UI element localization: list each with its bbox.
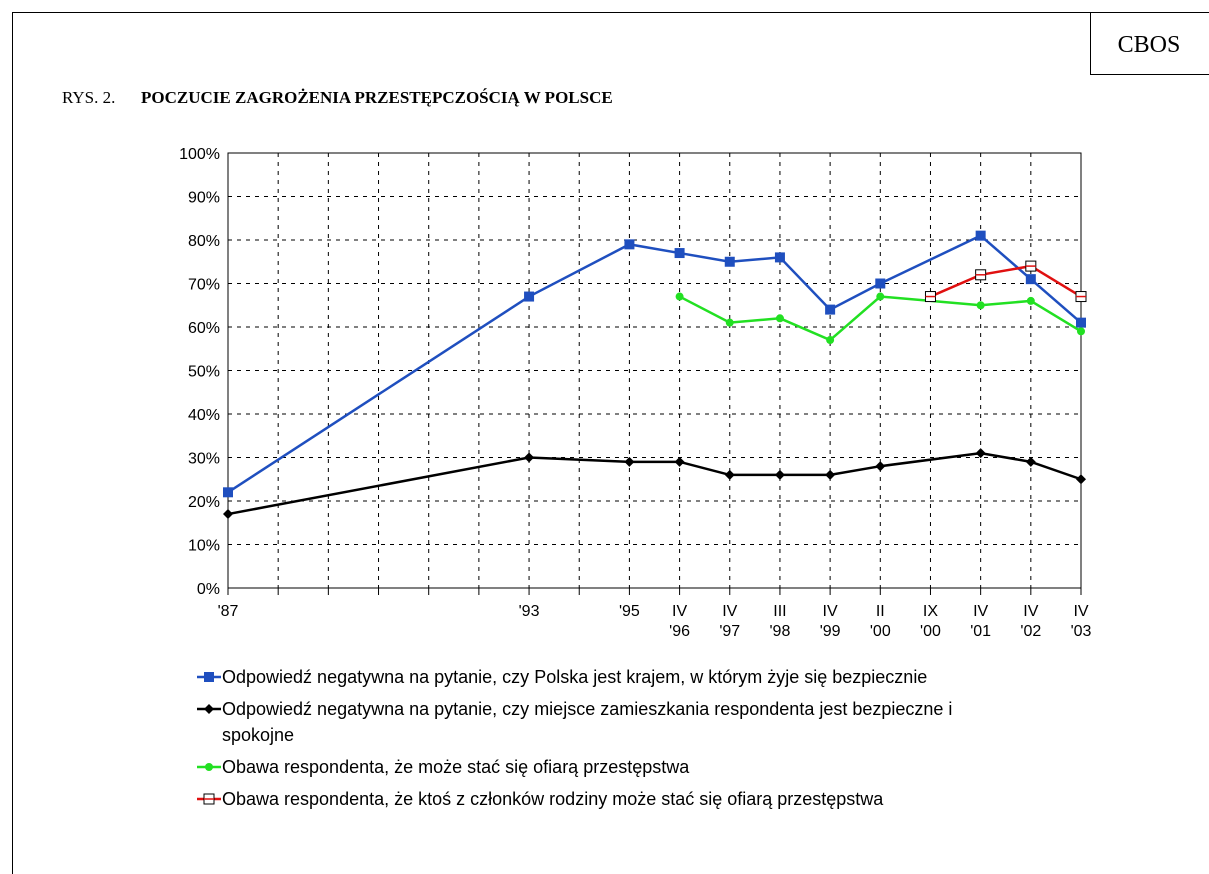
figure-label: RYS. 2. — [62, 88, 115, 107]
series-line — [227, 451, 1082, 516]
marker — [825, 469, 836, 480]
y-tick-label: 40% — [188, 407, 220, 424]
legend-icon — [197, 763, 221, 771]
marker — [976, 301, 985, 310]
legend-item: Obawa respondenta, że ktoś z członków ro… — [196, 786, 1016, 812]
marker — [223, 487, 233, 498]
y-tick-label: 0% — [197, 581, 220, 598]
marker — [205, 763, 213, 771]
y-tick-label: 100% — [179, 146, 220, 163]
legend-item: Odpowiedź negatywna na pytanie, czy miej… — [196, 696, 1016, 748]
marker — [875, 461, 886, 472]
legend-label: Odpowiedź negatywna na pytanie, czy miej… — [222, 699, 953, 745]
x-tick-label: '87 — [218, 603, 239, 620]
y-tick-label: 60% — [188, 320, 220, 337]
marker — [204, 672, 214, 682]
marker — [1076, 474, 1086, 485]
legend-icon — [197, 704, 221, 714]
series-line — [929, 264, 1082, 298]
x-tick-label: IV '99 — [820, 603, 841, 640]
marker — [524, 452, 535, 463]
x-tick-label: IV '01 — [970, 603, 991, 640]
y-tick-label: 30% — [188, 451, 220, 468]
marker — [774, 252, 785, 263]
marker — [825, 304, 836, 315]
marker — [674, 456, 685, 467]
x-tick-label: II '00 — [870, 603, 891, 640]
badge-box — [1090, 12, 1209, 75]
marker — [1077, 327, 1085, 336]
marker — [1026, 296, 1035, 305]
x-tick-label: '93 — [519, 603, 540, 620]
marker — [975, 448, 986, 459]
badge: CBOS — [1118, 32, 1181, 58]
x-tick-label: IV '02 — [1020, 603, 1041, 640]
marker — [624, 239, 635, 250]
marker — [875, 278, 886, 289]
y-tick-label: 10% — [188, 538, 220, 555]
x-tick-label: III '98 — [770, 603, 791, 640]
marker — [876, 292, 885, 301]
marker — [675, 292, 684, 301]
legend-item: Obawa respondenta, że może stać się ofia… — [196, 754, 1016, 780]
series-line — [227, 234, 1082, 494]
marker — [724, 469, 735, 480]
marker — [524, 291, 535, 302]
x-tick-label: IX '00 — [920, 603, 941, 640]
y-tick-label: 80% — [188, 233, 220, 250]
marker — [725, 318, 734, 327]
marker — [204, 704, 214, 714]
marker — [674, 248, 685, 259]
legend: Odpowiedź negatywna na pytanie, czy Pols… — [196, 664, 1016, 818]
chart-title: POCZUCIE ZAGROŻENIA PRZESTĘPCZOŚCIĄ W PO… — [141, 88, 613, 107]
marker — [826, 336, 835, 345]
legend-label: Obawa respondenta, że ktoś z członków ro… — [222, 789, 884, 809]
marker — [1025, 274, 1036, 285]
y-tick-label: 90% — [188, 190, 220, 207]
marker — [724, 256, 735, 267]
y-tick-label: 70% — [188, 277, 220, 294]
x-tick-label: IV '03 — [1071, 603, 1092, 640]
marker — [775, 314, 784, 323]
legend-icon — [197, 793, 221, 805]
plot-border — [227, 152, 1082, 589]
series-line — [679, 295, 1082, 342]
x-tick-label: '95 — [619, 603, 640, 620]
y-tick-label: 50% — [188, 364, 220, 381]
legend-label: Obawa respondenta, że może stać się ofia… — [222, 757, 690, 777]
legend-item: Odpowiedź negatywna na pytanie, czy Pols… — [196, 664, 1016, 690]
marker — [975, 230, 986, 241]
x-tick-label: IV '97 — [719, 603, 740, 640]
marker — [1025, 456, 1036, 467]
legend-label: Odpowiedź negatywna na pytanie, czy Pols… — [222, 667, 928, 687]
marker — [624, 456, 635, 467]
marker — [223, 509, 233, 520]
frame — [12, 12, 1209, 874]
marker — [1076, 317, 1086, 328]
x-tick-label: IV '96 — [669, 603, 690, 640]
legend-icon — [197, 672, 221, 682]
marker — [774, 469, 785, 480]
y-tick-label: 20% — [188, 494, 220, 511]
